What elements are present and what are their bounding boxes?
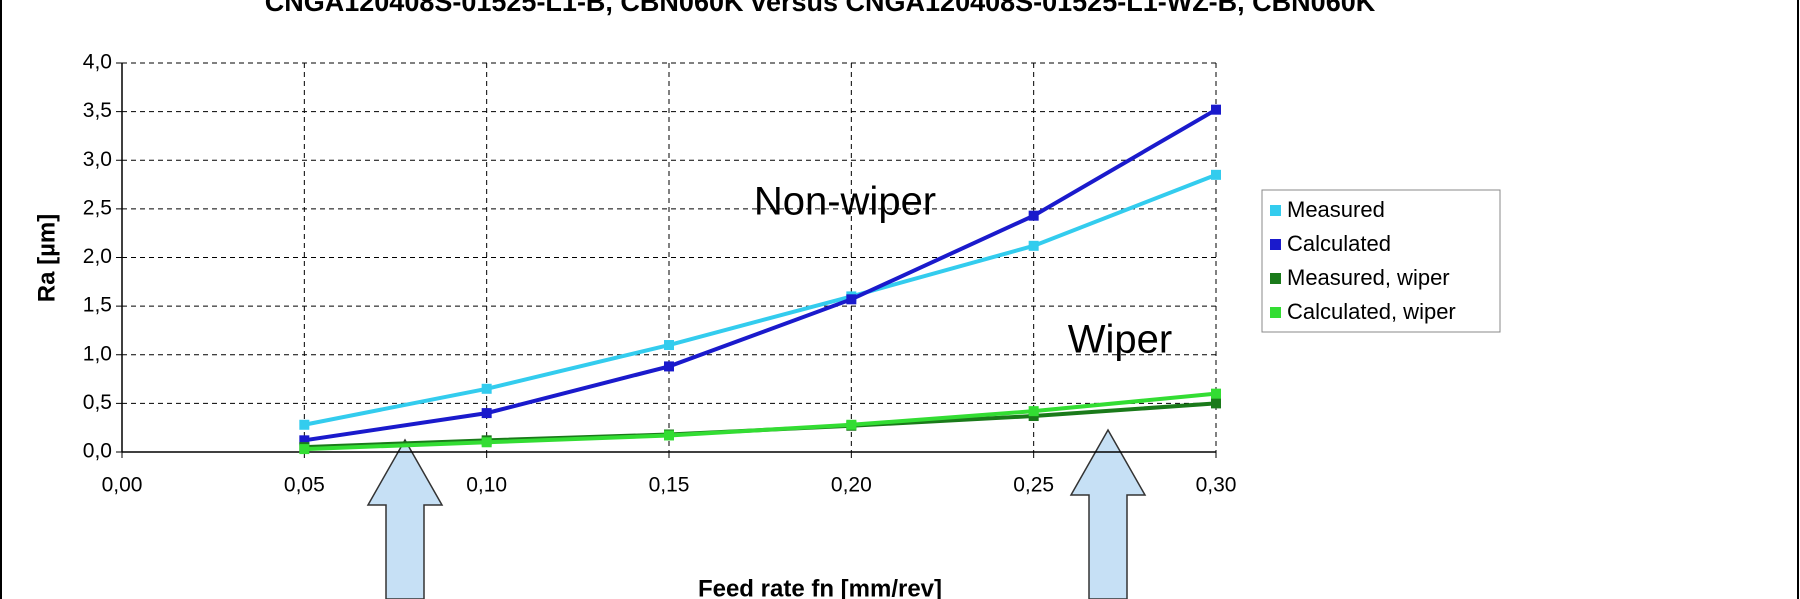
- x-tick-label: 0,30: [1196, 474, 1237, 497]
- legend-marker: [1270, 205, 1281, 216]
- y-tick-label: 0,0: [83, 440, 112, 463]
- x-tick-label: 0,20: [831, 474, 872, 497]
- legend-label: Calculated: [1287, 231, 1391, 256]
- x-tick-label: 0,10: [466, 474, 507, 497]
- y-tick-label: 2,5: [83, 196, 112, 219]
- data-point: [481, 383, 492, 394]
- data-point: [481, 437, 492, 448]
- series-line: [303, 172, 1217, 427]
- legend-marker: [1270, 307, 1281, 318]
- arrow: [1069, 428, 1147, 599]
- data-point: [299, 419, 310, 430]
- data-point: [664, 430, 674, 441]
- data-point: [1028, 240, 1039, 251]
- annotation: Wiper: [1068, 318, 1172, 362]
- y-tick-label: 1,5: [83, 294, 112, 317]
- data-point: [1211, 104, 1221, 115]
- legend-label: Calculated, wiper: [1287, 299, 1456, 324]
- y-tick-label: 1,0: [83, 342, 112, 365]
- y-tick-label: 4,0: [83, 51, 112, 74]
- x-tick-label: 0,00: [102, 474, 143, 497]
- legend-label: Measured: [1287, 197, 1385, 222]
- annotation: Non-wiper: [754, 180, 936, 224]
- legend-marker: [1270, 273, 1281, 284]
- data-point: [1211, 169, 1221, 180]
- data-point: [664, 361, 674, 372]
- series-line: [304, 401, 1217, 450]
- series-line: [304, 107, 1218, 443]
- y-tick-label: 3,5: [83, 99, 112, 122]
- data-point: [1028, 406, 1039, 417]
- x-axis-label: Feed rate fn [mm/rev]: [698, 575, 942, 599]
- series-line: [304, 391, 1217, 452]
- x-tick-label: 0,25: [1013, 474, 1054, 497]
- data-point: [664, 340, 674, 351]
- data-point: [846, 419, 857, 430]
- arrow: [366, 438, 444, 599]
- legend-marker: [1270, 239, 1281, 250]
- legend: [1261, 189, 1501, 333]
- data-point: [1028, 210, 1039, 221]
- data-point: [1211, 398, 1221, 409]
- data-point: [299, 435, 310, 446]
- data-point: [1211, 388, 1221, 399]
- y-tick-label: 0,5: [83, 391, 112, 414]
- legend-label: Measured, wiper: [1287, 265, 1450, 290]
- data-point: [846, 294, 857, 305]
- x-tick-label: 0,05: [284, 474, 325, 497]
- data-point: [299, 444, 310, 455]
- y-axis-label: Ra [µm]: [33, 214, 60, 303]
- chart-title: CNGA120408S-01525-L1-B, CBN060K versus C…: [265, 0, 1376, 17]
- y-tick-label: 2,0: [83, 245, 112, 268]
- y-tick-label: 3,0: [83, 148, 112, 171]
- data-point: [481, 408, 492, 419]
- x-tick-label: 0,15: [649, 474, 690, 497]
